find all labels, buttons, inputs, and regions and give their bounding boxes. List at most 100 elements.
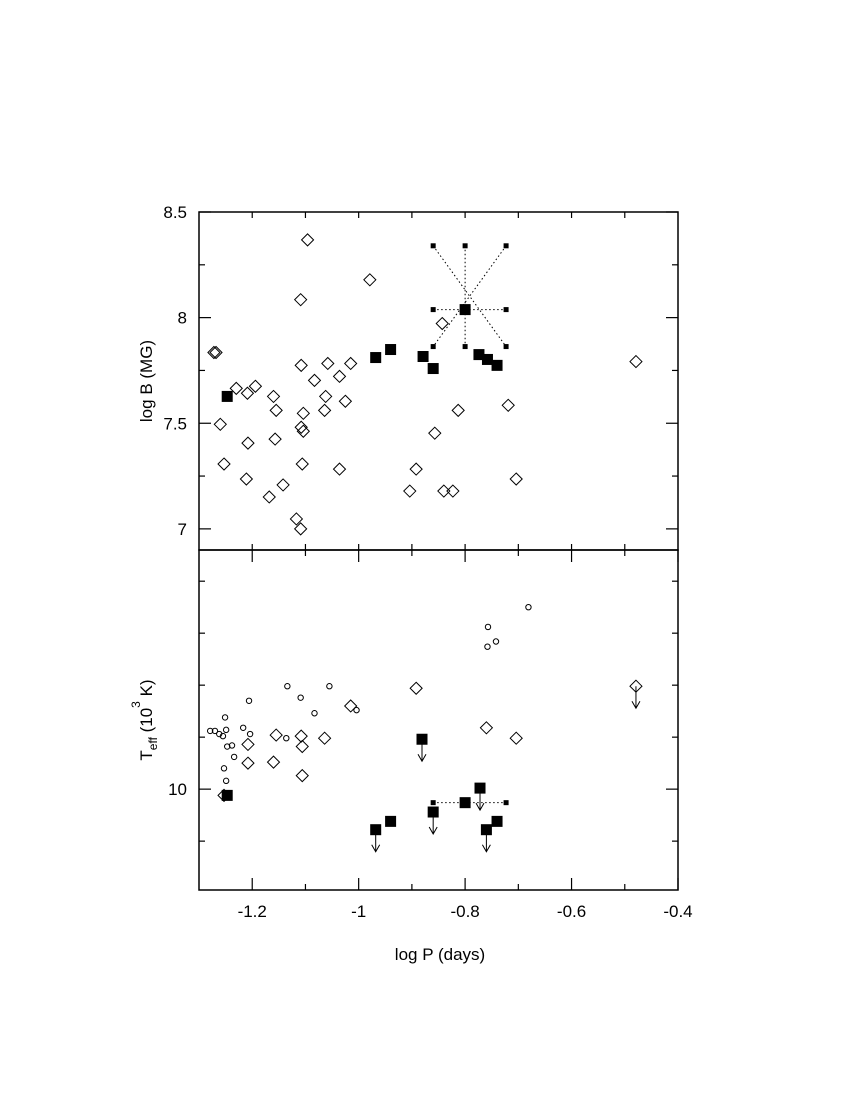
point-diamond	[343, 699, 358, 713]
point-diamond	[241, 737, 255, 752]
point-diamond	[363, 273, 377, 287]
point-square	[370, 352, 382, 364]
dotted-connector	[432, 245, 507, 347]
y-tick-label: 8	[178, 309, 187, 328]
point-circle	[206, 727, 214, 735]
point-circle	[311, 710, 318, 717]
point-circle	[326, 683, 333, 690]
point-diamond	[293, 292, 308, 307]
point-square	[459, 797, 471, 809]
point-diamond	[268, 432, 282, 446]
x-axis-label: log P (days)	[395, 945, 485, 964]
point-diamond	[295, 768, 309, 783]
point-square	[427, 363, 439, 375]
point-diamond	[403, 484, 417, 498]
point-diamond	[409, 462, 423, 476]
point-diamond	[317, 731, 332, 745]
point-square	[474, 782, 486, 794]
point-diamond	[241, 436, 255, 450]
point-circle	[283, 734, 290, 742]
point-diamond	[294, 729, 308, 743]
point-diamond	[451, 403, 465, 418]
y-axis-label-part: log B (MG)	[137, 340, 156, 422]
y-tick-label: 8.5	[163, 203, 187, 222]
point-square	[385, 344, 397, 356]
point-circle	[221, 714, 229, 721]
x-tick-label: -0.8	[450, 902, 479, 921]
x-tick-label: -0.4	[663, 902, 692, 921]
point-circle	[284, 683, 291, 690]
x-tick-label: -1.2	[238, 902, 267, 921]
point-small-square	[430, 243, 436, 249]
point-diamond	[266, 755, 281, 769]
x-tick-label: -1	[351, 902, 366, 921]
point-diamond	[229, 381, 243, 396]
point-square	[385, 815, 397, 827]
y-tick-label: 10	[168, 780, 187, 799]
point-diamond	[294, 420, 308, 434]
point-small-square	[503, 344, 509, 350]
point-diamond	[213, 417, 227, 432]
point-diamond	[269, 403, 283, 418]
point-circle	[239, 724, 247, 731]
y-axis-label: log B (MG)	[137, 340, 156, 422]
point-square	[480, 824, 492, 836]
point-small-square	[430, 800, 436, 806]
point-circle	[246, 730, 254, 738]
point-diamond	[629, 354, 643, 369]
point-square	[459, 304, 471, 316]
point-diamond	[437, 484, 451, 498]
point-circle	[228, 742, 236, 749]
point-square	[221, 390, 233, 402]
point-diamond	[217, 457, 231, 471]
y-axis-label-part: (10	[137, 708, 156, 737]
x-tick-label: -0.6	[557, 902, 586, 921]
point-diamond	[446, 484, 460, 498]
y-axis-label-part: eff	[146, 736, 160, 750]
upper-limit-arrow	[631, 686, 641, 710]
point-square	[491, 359, 503, 371]
point-diamond	[294, 358, 308, 373]
point-diamond	[241, 756, 255, 770]
point-small-square	[462, 344, 468, 350]
point-circle	[484, 623, 492, 631]
point-small-square	[430, 344, 436, 350]
dotted-connector	[432, 245, 507, 347]
point-diamond	[338, 394, 353, 408]
point-circle	[230, 753, 238, 761]
point-square	[417, 350, 429, 362]
point-diamond	[428, 426, 442, 440]
point-circle	[353, 706, 360, 714]
point-square	[473, 349, 485, 361]
point-square	[370, 824, 382, 836]
point-diamond	[276, 478, 290, 492]
y-axis-label-part: T	[137, 750, 156, 760]
point-diamond	[509, 472, 523, 486]
point-diamond	[240, 386, 255, 400]
point-square	[481, 353, 493, 365]
point-diamond	[435, 316, 449, 331]
point-diamond	[479, 721, 494, 735]
point-diamond	[300, 233, 315, 247]
plot-frame	[198, 549, 679, 891]
point-diamond	[269, 728, 283, 742]
point-diamond	[262, 490, 276, 504]
point-diamond	[293, 522, 308, 536]
point-diamond	[318, 389, 333, 404]
point-square	[491, 815, 503, 827]
point-circle	[211, 727, 219, 735]
point-diamond	[289, 512, 304, 526]
point-circle	[492, 638, 500, 645]
point-circle	[222, 777, 230, 785]
point-circle	[219, 732, 227, 740]
plot-frame	[198, 211, 679, 551]
point-small-square	[462, 243, 468, 249]
point-square	[221, 789, 233, 801]
point-diamond	[321, 356, 335, 371]
point-diamond	[239, 472, 254, 486]
point-small-square	[503, 243, 509, 249]
point-diamond	[296, 424, 311, 438]
point-small-square	[503, 307, 509, 313]
